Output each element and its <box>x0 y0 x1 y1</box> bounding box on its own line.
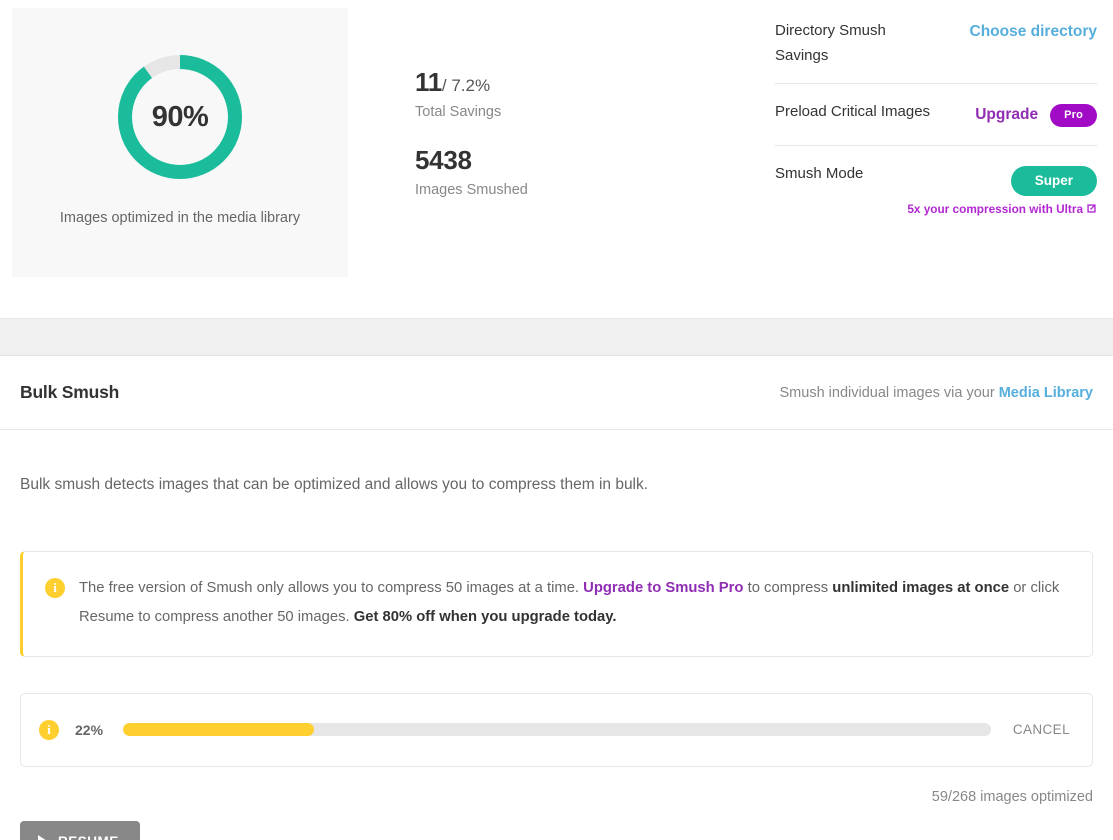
summary-feature-list: Directory Smush Savings Choose directory… <box>775 10 1097 230</box>
row-preload-critical-images: Preload Critical Images Upgrade Pro <box>775 82 1097 145</box>
cancel-button[interactable]: CANCEL <box>1011 718 1072 741</box>
row-smush-mode-label: Smush Mode <box>775 164 864 182</box>
donut-chart-svg <box>118 55 242 179</box>
donut-chart: 90% <box>113 50 247 184</box>
bulk-smush-title: Bulk Smush <box>20 382 120 402</box>
notice-bold-unlimited: unlimited images at once <box>832 580 1010 596</box>
resume-button-label: RESUME <box>58 834 119 840</box>
notice-bold-offer: Get 80% off when you upgrade today. <box>353 608 617 625</box>
donut-caption: Images optimized in the media library <box>59 210 301 226</box>
progress-fill <box>123 723 314 737</box>
stat-total-savings-number: 11 <box>415 67 442 97</box>
summary-area: 90% Images optimized in the media librar… <box>0 0 1113 318</box>
row-smush-mode-action: Super 5x your compression with Ultra <box>907 162 1097 216</box>
stat-total-savings-percent: / 7.2% <box>441 76 491 95</box>
upgrade-to-smush-pro-link[interactable]: Upgrade to Smush Pro <box>583 580 744 596</box>
play-icon <box>38 835 47 840</box>
stat-images-smushed-value: 5438 <box>415 145 472 176</box>
bulk-smush-subtitle: Smush individual images via your Media L… <box>780 385 1094 401</box>
free-version-notice-text: The free version of Smush only allows yo… <box>79 574 1064 632</box>
stat-images-smushed-caption: Images Smushed <box>415 182 528 199</box>
row-preload-critical-images-action: Upgrade Pro <box>975 100 1097 127</box>
row-directory-smush-savings-action: Choose directory <box>970 19 1097 41</box>
stat-images-smushed: 5438 Images Smushed <box>415 145 528 199</box>
progress-track <box>123 723 991 737</box>
ultra-upgrade-link[interactable]: 5x your compression with Ultra <box>907 202 1097 216</box>
upgrade-link[interactable]: Upgrade <box>975 106 1039 124</box>
row-directory-smush-savings-label: Directory Smush Savings <box>775 22 886 64</box>
pro-badge[interactable]: Pro <box>1050 103 1097 127</box>
progress-percent-label: 22% <box>75 721 104 738</box>
upgrade-pro-group: Upgrade Pro <box>975 103 1097 127</box>
bulk-smush-description: Bulk smush detects images that can be op… <box>20 476 649 493</box>
row-preload-critical-images-label: Preload Critical Images <box>775 102 931 120</box>
external-link-icon <box>1087 204 1096 213</box>
choose-directory-link[interactable]: Choose directory <box>969 23 1097 40</box>
optimized-count-label: 59/268 images optimized <box>931 788 1093 805</box>
row-smush-mode: Smush Mode Super 5x your compression wit… <box>775 144 1097 230</box>
bulk-progress-box: i 22% CANCEL <box>20 692 1093 767</box>
section-divider-band <box>0 318 1113 356</box>
bulk-smush-subtitle-prefix: Smush individual images via your <box>779 384 999 401</box>
stat-total-savings-caption: Total Savings <box>415 104 502 121</box>
free-version-notice: i The free version of Smush only allows … <box>20 551 1093 657</box>
ultra-upgrade-link-label: 5x your compression with Ultra <box>907 201 1083 216</box>
super-mode-button[interactable]: Super <box>1010 165 1097 196</box>
media-library-link[interactable]: Media Library <box>998 384 1093 401</box>
media-library-progress-card: 90% Images optimized in the media librar… <box>12 8 348 277</box>
bulk-smush-body: Bulk smush detects images that can be op… <box>0 430 1113 840</box>
resume-button[interactable]: RESUME <box>20 820 140 840</box>
stat-total-savings-value: 11/ 7.2% <box>415 67 528 97</box>
notice-text-part-2: to compress <box>743 580 833 596</box>
row-directory-smush-savings: Directory Smush Savings Choose directory <box>775 10 1097 83</box>
progress-info-icon: i <box>39 719 59 740</box>
donut-percent-label: 90% <box>151 100 209 133</box>
stats-column: 11/ 7.2% Total Savings 5438 Images Smush… <box>415 67 528 224</box>
notice-text-part-3: or click Resume to compress another 50 i… <box>79 580 1060 625</box>
info-icon: i <box>45 578 65 598</box>
stat-total-savings: 11/ 7.2% Total Savings <box>415 67 528 121</box>
notice-text-part-1: The free version of Smush only allows yo… <box>79 580 584 596</box>
bulk-smush-header: Bulk Smush Smush individual images via y… <box>0 356 1113 430</box>
